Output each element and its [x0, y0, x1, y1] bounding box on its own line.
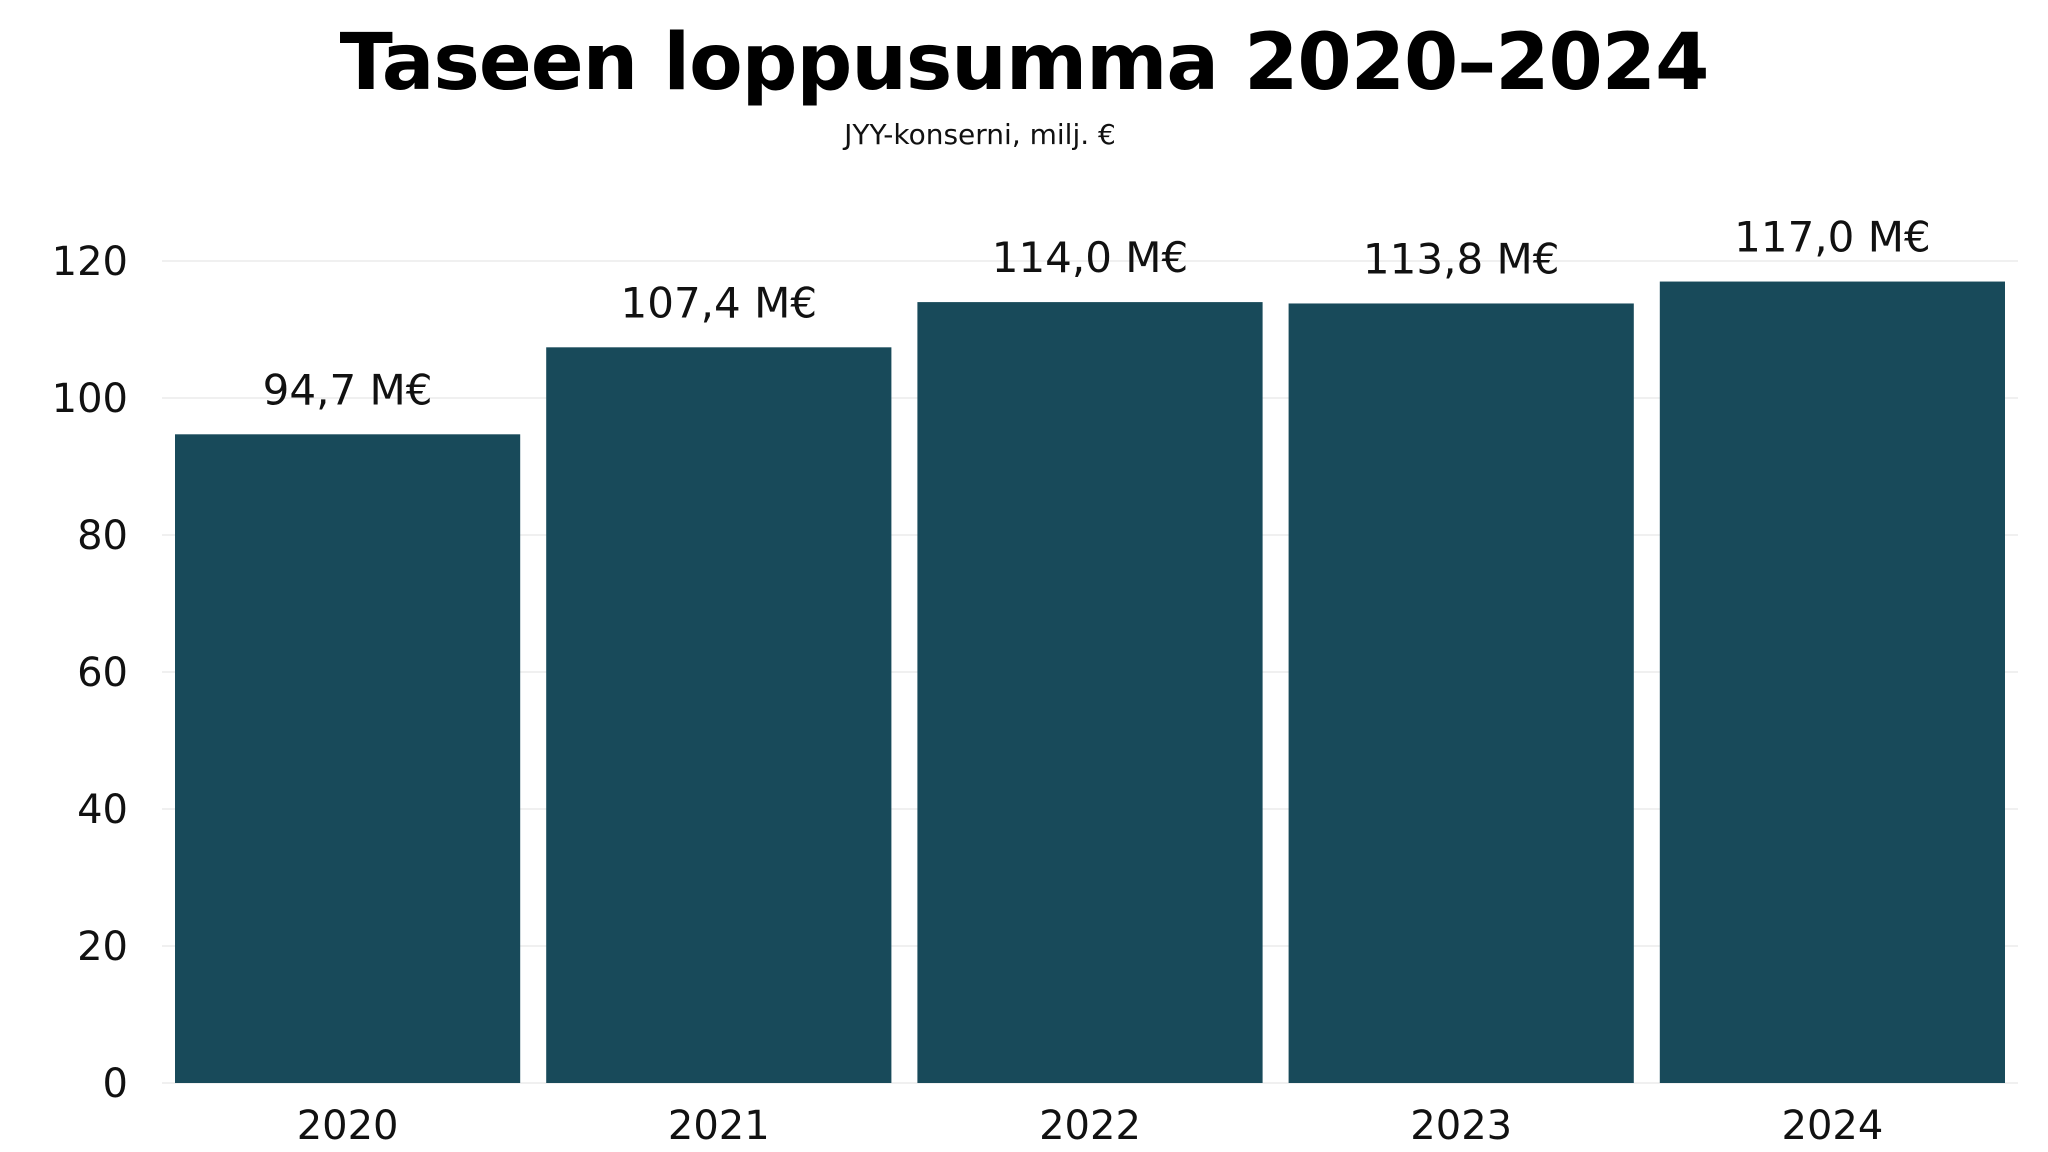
x-tick-label: 2021	[668, 1103, 770, 1149]
y-tick-label: 0	[103, 1061, 128, 1107]
y-tick-label: 100	[52, 376, 128, 422]
chart-title: Taseen loppusumma 2020–2024	[339, 18, 1710, 108]
data-labels: 94,7 M€ 107,4 M€ 114,0 M€ 113,8 M€ 117,0 M€	[263, 213, 1931, 415]
y-tick-label: 20	[77, 924, 128, 970]
x-tick-label: 2024	[1782, 1103, 1884, 1149]
bar-2023	[1288, 303, 1634, 1084]
y-axis-ticks: 0 20 40 60 80 100 120	[52, 239, 128, 1107]
x-tick-label: 2020	[297, 1103, 399, 1149]
y-tick-label: 40	[77, 787, 128, 833]
y-tick-label: 120	[52, 239, 128, 285]
data-label: 113,8 M€	[1363, 234, 1560, 283]
x-tick-label: 2022	[1039, 1103, 1141, 1149]
y-tick-label: 60	[77, 650, 128, 696]
chart-subtitle: JYY-konserni, milj. €	[844, 118, 1116, 151]
data-label: 117,0 M€	[1734, 213, 1931, 262]
bar-2020	[175, 434, 521, 1083]
bar-2021	[546, 347, 892, 1083]
data-label: 114,0 M€	[992, 233, 1189, 282]
bars	[175, 281, 2005, 1084]
x-tick-label: 2023	[1410, 1103, 1512, 1149]
data-label: 107,4 M€	[621, 278, 818, 327]
y-tick-label: 80	[77, 513, 128, 559]
x-axis-ticks: 2020 2021 2022 2023 2024	[297, 1103, 1884, 1149]
data-label: 94,7 M€	[263, 365, 433, 414]
bar-2024	[1659, 281, 2005, 1083]
bar-2022	[917, 302, 1263, 1084]
